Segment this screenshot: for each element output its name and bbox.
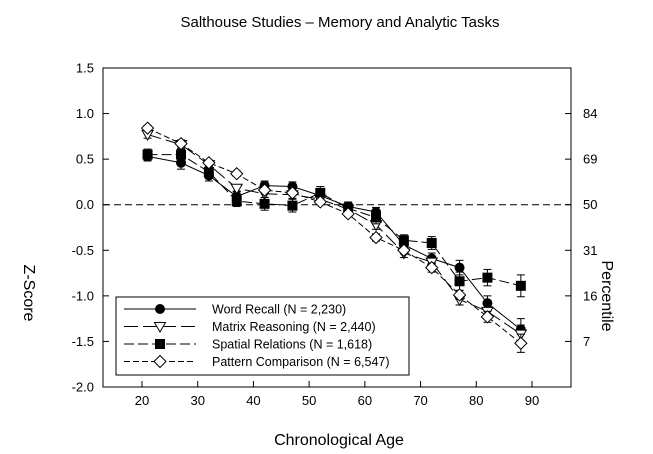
y-tick-label: 1.5 <box>76 61 94 76</box>
data-point <box>313 195 327 209</box>
x-tick-label: 30 <box>190 393 204 408</box>
data-point <box>398 235 409 246</box>
y-tick-label: -2.0 <box>72 380 94 395</box>
x-tick-label: 20 <box>135 393 149 408</box>
data-point <box>371 212 381 223</box>
series-line <box>147 154 521 287</box>
x-tick-label: 60 <box>358 393 372 408</box>
plot-frame <box>102 67 572 388</box>
data-point <box>230 183 244 195</box>
legend-label: Pattern Comparison (N = 6,547) <box>212 355 390 369</box>
legend-label: Word Recall (N = 2,230) <box>212 303 346 317</box>
data-point <box>176 149 186 160</box>
data-point <box>285 186 300 200</box>
x-axis-label: Chronological Age <box>274 432 404 449</box>
x-tick-label: 90 <box>525 393 539 408</box>
data-point <box>140 121 155 135</box>
series-3 <box>142 147 526 298</box>
data-point <box>425 260 439 275</box>
data-point <box>142 149 153 160</box>
data-point <box>454 262 465 273</box>
y-tick-label: 0.5 <box>76 152 94 167</box>
data-point <box>480 310 495 324</box>
data-point <box>426 237 437 248</box>
data-point <box>514 336 528 350</box>
data-point <box>231 196 242 207</box>
y-tick-label: 1.0 <box>76 106 94 121</box>
chart-title: Salthouse Studies – Memory and Analytic … <box>180 14 499 31</box>
y-tick-label: -1.5 <box>72 334 94 349</box>
y-tick-label: -0.5 <box>72 243 94 258</box>
data-point <box>454 276 465 287</box>
y2-tick-label: 69 <box>583 152 597 167</box>
legend-marker <box>155 304 165 314</box>
y2-tick-label: 16 <box>583 288 597 303</box>
y2-tick-label: 7 <box>583 334 590 349</box>
y-tick-label: -1.0 <box>72 288 94 303</box>
legend-label: Spatial Relations (N = 1,618) <box>212 338 372 352</box>
data-point <box>202 156 216 170</box>
legend: Word Recall (N = 2,230) Matrix Reasoning … <box>115 296 410 376</box>
y2-axis-label: Percentile <box>598 260 615 331</box>
data-point <box>452 288 467 302</box>
series-4 <box>140 121 528 353</box>
legend-marker <box>155 339 165 349</box>
data-point <box>259 198 270 209</box>
x-tick-label: 40 <box>246 393 260 408</box>
axis-ticks: 20 30 40 50 60 70 80 90 1.5 1.0 0.5 0.0 -0.5 -1.0 -1.5… <box>72 61 598 409</box>
data-point <box>230 167 244 181</box>
data-point <box>482 272 493 283</box>
chart-marks <box>103 121 571 353</box>
data-point <box>341 207 355 221</box>
data-point <box>287 200 298 211</box>
legend-marker <box>153 354 167 369</box>
x-tick-label: 80 <box>469 393 483 408</box>
y2-tick-label: 31 <box>583 243 597 258</box>
y-tick-label: 0.0 <box>76 197 94 212</box>
data-point <box>369 230 383 245</box>
legend-label: Matrix Reasoning (N = 2,440) <box>212 320 376 334</box>
x-tick-label: 70 <box>413 393 427 408</box>
data-point <box>397 243 411 257</box>
data-point <box>257 183 272 197</box>
y-axis-label: Z-Score <box>20 265 37 322</box>
legend-marker <box>153 322 167 333</box>
y2-tick-label: 84 <box>583 106 597 121</box>
x-tick-label: 50 <box>302 393 316 408</box>
y2-tick-label: 50 <box>583 197 597 212</box>
data-point <box>174 136 188 151</box>
data-point <box>515 280 526 291</box>
